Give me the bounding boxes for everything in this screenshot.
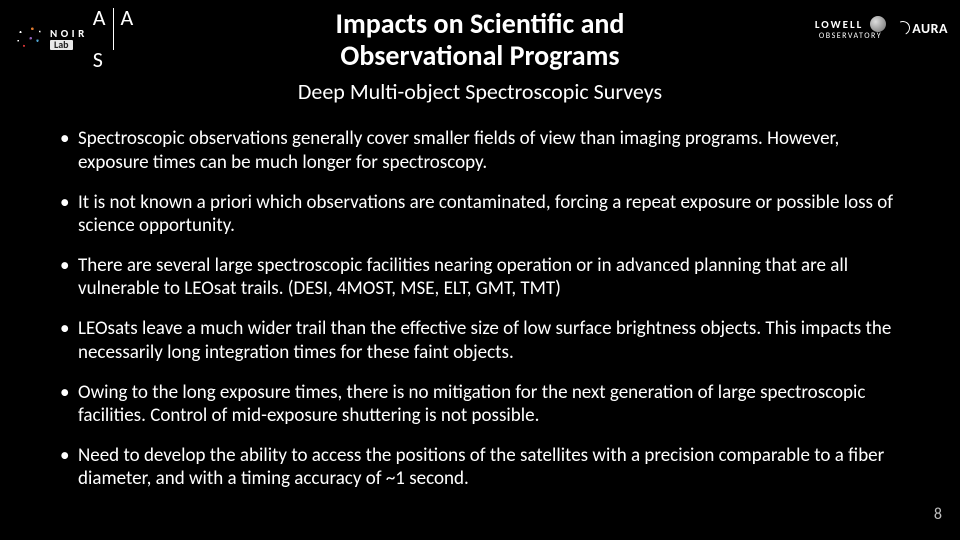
title-block: Impacts on Scientific and Observational …	[298, 8, 662, 105]
aas-logo: A A S	[93, 8, 133, 71]
slide-title: Impacts on Scientific and Observational …	[298, 8, 662, 72]
slide-subtitle: Deep Multi-object Spectroscopic Surveys	[298, 78, 662, 105]
bullet-item: Need to develop the ability to access th…	[56, 444, 904, 490]
aas-a1: A	[93, 8, 106, 50]
lowell-logo: LOWELL OBSERVATORY	[815, 16, 886, 40]
noirlab-logo: N O I R Lab	[12, 22, 85, 56]
aura-logo: AURA	[896, 20, 948, 37]
logos-left: N O I R Lab A A S	[12, 8, 133, 71]
lowell-bottom: OBSERVATORY	[819, 32, 882, 40]
bullet-item: There are several large spectroscopic fa…	[56, 254, 904, 300]
logos-right: LOWELL OBSERVATORY AURA	[815, 16, 948, 40]
noirlab-icon	[12, 22, 46, 56]
aas-s: S	[93, 50, 106, 71]
aura-swoosh-icon	[894, 19, 912, 37]
aas-bar-icon	[113, 8, 114, 50]
slide: N O I R Lab A A S Impacts on Scientific …	[0, 0, 960, 540]
noirlab-text: N O I R Lab	[50, 28, 85, 50]
lowell-top: LOWELL	[815, 19, 863, 30]
header: N O I R Lab A A S Impacts on Scientific …	[0, 0, 960, 105]
bullet-list: Spectroscopic observations generally cov…	[0, 105, 960, 490]
bullet-item: Owing to the long exposure times, there …	[56, 381, 904, 427]
aas-a2: A	[121, 8, 134, 50]
page-number: 8	[934, 505, 942, 524]
moon-icon	[870, 16, 886, 32]
bullet-item: It is not known a priori which observati…	[56, 191, 904, 237]
title-line2: Observational Programs	[340, 38, 619, 73]
bullet-item: Spectroscopic observations generally cov…	[56, 127, 904, 173]
title-line1: Impacts on Scientific and	[336, 6, 625, 41]
aura-text: AURA	[912, 20, 948, 37]
noirlab-bottom: Lab	[50, 40, 73, 50]
bullet-item: LEOsats leave a much wider trail than th…	[56, 317, 904, 363]
